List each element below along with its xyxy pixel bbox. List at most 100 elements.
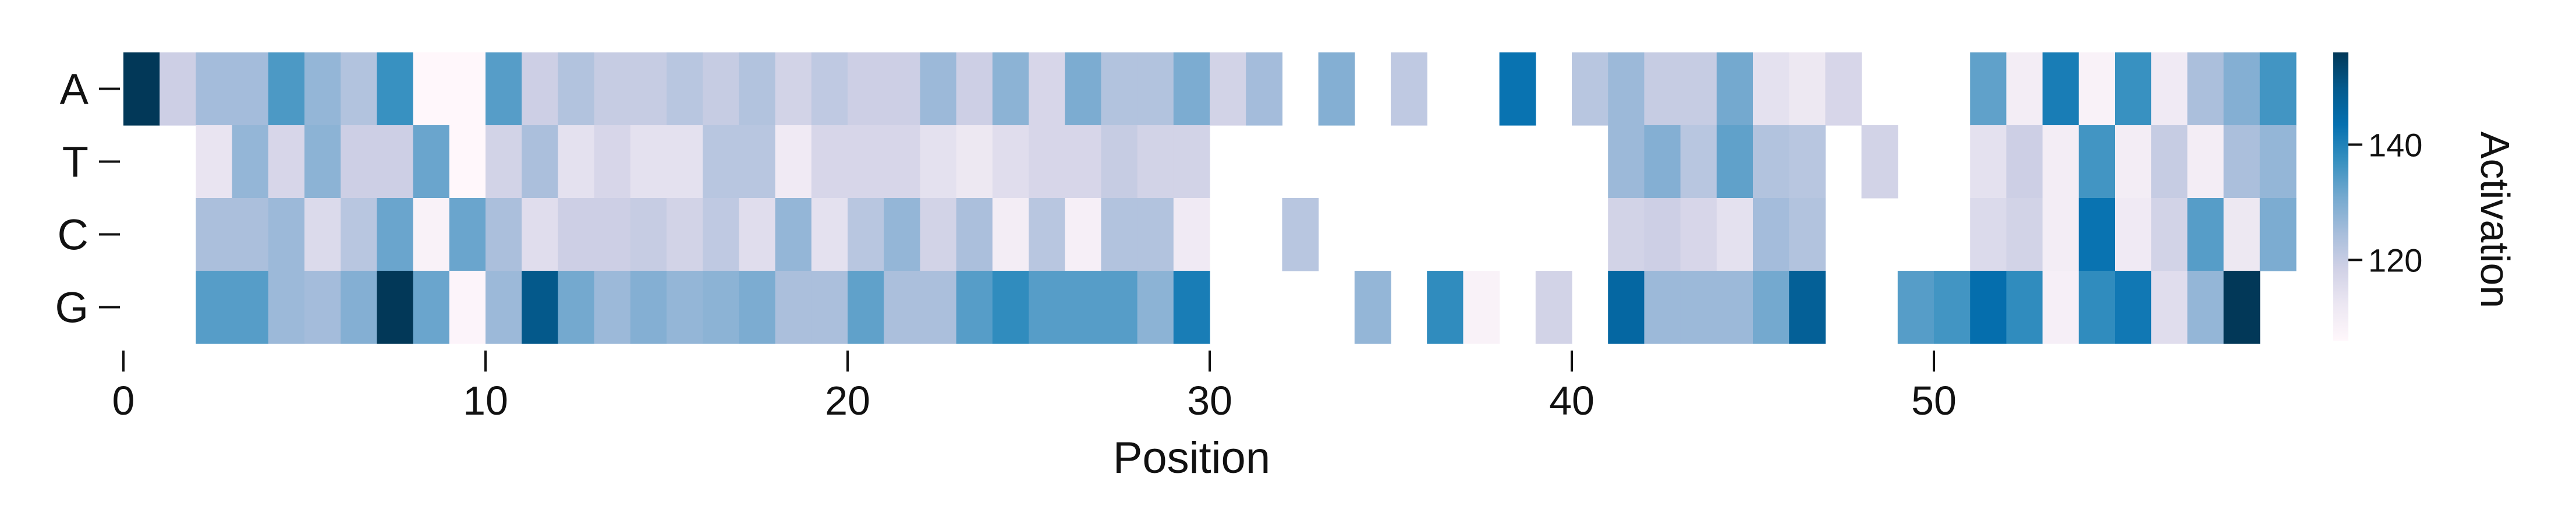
heatmap-cell-G-9 [449, 271, 486, 344]
heatmap-cell-C-16 [703, 198, 739, 271]
heatmap-cell-A-11 [522, 52, 558, 126]
heatmap-cell-A-16 [703, 52, 739, 126]
heatmap-cell-A-59 [2259, 52, 2297, 126]
heatmap-cell-G-53 [2042, 271, 2079, 344]
heatmap-cell-T-44 [1716, 125, 1753, 199]
heatmap-cell-G-15 [667, 271, 703, 344]
heatmap-cell-C-42 [1644, 198, 1681, 271]
x-tick-label-20: 20 [825, 378, 870, 423]
heatmap-cell-A-41 [1608, 52, 1645, 126]
heatmap-cell-A-6 [341, 52, 377, 126]
heatmap-cell-T-7 [377, 125, 414, 199]
x-axis: 0 10 20 30 40 50 [112, 351, 1957, 423]
heatmap-cell-T-15 [667, 125, 703, 199]
heatmap-cell-G-11 [522, 271, 558, 344]
heatmap-cell-T-28 [1137, 125, 1174, 199]
heatmap-cell-A-55 [2115, 52, 2152, 126]
x-axis-label: Position [1113, 433, 1270, 483]
heatmap-cell-A-33 [1318, 52, 1355, 126]
heatmap-cell-A-53 [2042, 52, 2079, 126]
heatmap-cell-C-53 [2042, 198, 2079, 271]
heatmap-cell-A-44 [1716, 52, 1753, 126]
heatmap-cell-A-23 [956, 52, 993, 126]
heatmap-cell-A-28 [1137, 52, 1174, 126]
heatmap-cell-C-22 [920, 198, 957, 271]
x-tick-label-50: 50 [1911, 378, 1957, 423]
heatmap-cell-T-43 [1680, 125, 1717, 199]
heatmap-cell-T-13 [594, 125, 631, 199]
heatmap-cell-G-6 [341, 271, 377, 344]
heatmap-cell-C-55 [2115, 198, 2152, 271]
heatmap-cell-G-50 [1934, 271, 1971, 344]
heatmap-cell-T-25 [1029, 125, 1065, 199]
heatmap-cell-T-51 [1970, 125, 2007, 199]
heatmap-cell-C-27 [1101, 198, 1138, 271]
heatmap-cell-A-8 [413, 52, 450, 126]
heatmap-cell-G-39 [1535, 271, 1572, 344]
heatmap-cell-T-58 [2223, 125, 2260, 199]
heatmap-cell-C-13 [594, 198, 631, 271]
heatmap-cell-A-13 [594, 52, 631, 126]
heatmap-cell-T-11 [522, 125, 558, 199]
x-tick-label-10: 10 [463, 378, 508, 423]
heatmap-cells [123, 52, 2297, 344]
colorbar: 120 140 [2333, 52, 2422, 341]
heatmap-cell-T-24 [992, 125, 1029, 199]
heatmap-cell-G-20 [848, 271, 884, 344]
heatmap-cell-T-8 [413, 125, 450, 199]
heatmap-cell-A-4 [268, 52, 305, 126]
row-label-C: C [58, 211, 88, 259]
heatmap-cell-C-45 [1753, 198, 1790, 271]
heatmap-cell-T-23 [956, 125, 993, 199]
heatmap-cell-C-21 [884, 198, 920, 271]
heatmap-cell-T-12 [558, 125, 595, 199]
heatmap-cell-C-15 [667, 198, 703, 271]
heatmap-cell-C-23 [956, 198, 993, 271]
heatmap-cell-G-34 [1354, 271, 1391, 344]
heatmap-cell-T-55 [2115, 125, 2152, 199]
heatmap-cell-T-26 [1065, 125, 1101, 199]
heatmap-cell-C-6 [341, 198, 377, 271]
heatmap-cell-A-31 [1246, 52, 1282, 126]
heatmap-cell-A-12 [558, 52, 595, 126]
colorbar-gradient [2333, 52, 2348, 341]
heatmap-cell-G-22 [920, 271, 957, 344]
heatmap-cell-A-25 [1029, 52, 1065, 126]
heatmap-cell-G-17 [739, 271, 776, 344]
heatmap-cell-T-16 [703, 125, 739, 199]
heatmap-cell-A-20 [848, 52, 884, 126]
x-tick-label-0: 0 [112, 378, 135, 423]
heatmap-cell-A-0 [123, 52, 160, 126]
heatmap-cell-G-42 [1644, 271, 1681, 344]
heatmap-cell-C-43 [1680, 198, 1717, 271]
heatmap-cell-A-14 [630, 52, 667, 126]
heatmap-cell-G-4 [268, 271, 305, 344]
heatmap-cell-A-35 [1391, 52, 1427, 126]
heatmap-cell-C-29 [1173, 198, 1210, 271]
heatmap-cell-G-25 [1029, 271, 1065, 344]
heatmap-cell-G-24 [992, 271, 1029, 344]
heatmap-cell-A-40 [1572, 52, 1608, 126]
heatmap-cell-G-55 [2115, 271, 2152, 344]
heatmap-cell-G-2 [196, 271, 233, 344]
heatmap-cell-A-52 [2006, 52, 2043, 126]
heatmap-cell-C-28 [1137, 198, 1174, 271]
heatmap-cell-G-54 [2078, 271, 2116, 344]
heatmap-cell-G-49 [1897, 271, 1934, 344]
heatmap-cell-C-58 [2223, 198, 2260, 271]
heatmap-cell-T-22 [920, 125, 957, 199]
heatmap-cell-A-58 [2223, 52, 2260, 126]
heatmap-cell-C-52 [2006, 198, 2043, 271]
heatmap-cell-C-17 [739, 198, 776, 271]
heatmap-cell-A-38 [1499, 52, 1536, 126]
heatmap-cell-A-18 [775, 52, 812, 126]
heatmap-cell-G-10 [486, 271, 522, 344]
heatmap-cell-A-51 [1970, 52, 2007, 126]
heatmap-cell-C-51 [1970, 198, 2007, 271]
heatmap-cell-A-24 [992, 52, 1029, 126]
heatmap-cell-A-46 [1789, 52, 1826, 126]
heatmap-cell-T-14 [630, 125, 667, 199]
